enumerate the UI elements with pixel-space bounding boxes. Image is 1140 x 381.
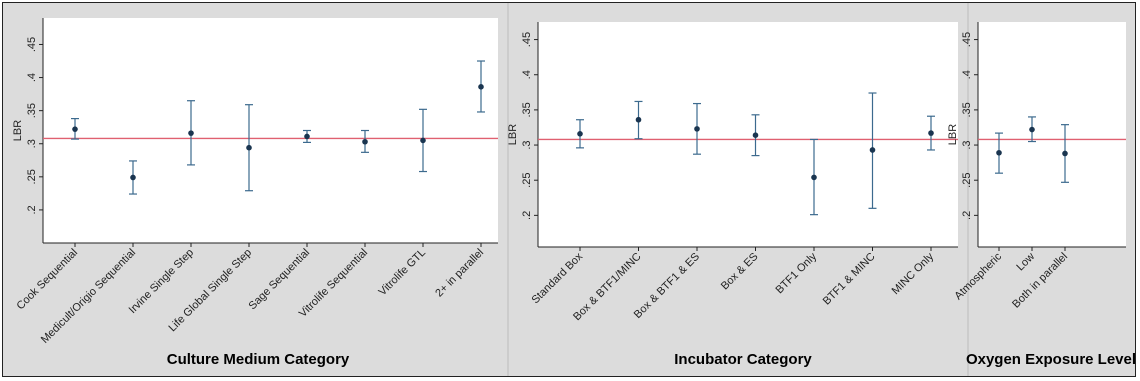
y-tick-label: .4 bbox=[26, 73, 38, 82]
data-point bbox=[130, 174, 136, 181]
y-tick-label: .45 bbox=[961, 32, 973, 47]
data-point bbox=[694, 126, 700, 132]
y-tick-label: .4 bbox=[961, 70, 973, 79]
x-tick-label: Cook Sequential bbox=[15, 247, 81, 313]
data-point bbox=[478, 84, 484, 90]
x-tick-label: Sage Sequential bbox=[247, 247, 313, 313]
x-axis-title: Incubator Category bbox=[674, 351, 812, 368]
plot-area bbox=[978, 22, 1126, 247]
y-tick-label: .2 bbox=[961, 211, 973, 220]
x-tick-label: BTF1 Only bbox=[773, 250, 819, 296]
panel-1: .2 .25 .3 .35 .4 .45 LBR Cook SequentialMedicul… bbox=[12, 3, 509, 376]
data-point bbox=[420, 137, 426, 144]
x-tick-label: Low bbox=[1014, 251, 1037, 274]
data-point bbox=[246, 144, 252, 151]
x-tick-label: Medicult/Origio Sequential bbox=[39, 247, 138, 346]
y-tick-label: .35 bbox=[961, 102, 973, 117]
data-point bbox=[869, 147, 876, 153]
data-point bbox=[188, 130, 194, 136]
y-tick-label: .3 bbox=[961, 140, 973, 149]
data-point bbox=[996, 149, 1002, 156]
y-tick-label: .3 bbox=[521, 140, 533, 149]
data-point bbox=[1062, 150, 1068, 157]
y-tick-label: .2 bbox=[521, 211, 533, 220]
data-point bbox=[362, 138, 368, 145]
plot-area bbox=[43, 18, 498, 243]
y-tick-label: .25 bbox=[521, 173, 533, 188]
y-tick-label: .3 bbox=[26, 139, 38, 148]
data-point bbox=[1029, 126, 1035, 133]
x-tick-label: Standard Box bbox=[530, 250, 586, 306]
figure: .2 .25 .3 .35 .4 .45 LBR Cook Sequential Medicul… bbox=[2, 2, 1136, 377]
x-tick-label: MINC Only bbox=[890, 250, 937, 297]
plot-area bbox=[538, 22, 958, 247]
x-tick-label: Vitrolife GTL bbox=[377, 247, 429, 299]
data-point bbox=[577, 130, 583, 137]
y-tick-label: .25 bbox=[26, 169, 38, 184]
data-point bbox=[635, 116, 642, 123]
y-tick-label: .25 bbox=[961, 173, 973, 188]
data-point bbox=[72, 126, 78, 132]
y-axis-title: LBR bbox=[947, 124, 959, 145]
chart-svg: .2 .25 .3 .35 .4 .45 LBR Cook SequentialMedicul… bbox=[12, 3, 1136, 376]
data-point bbox=[928, 130, 934, 136]
x-tick-label: Box & BTF1 & ES bbox=[632, 251, 702, 321]
y-tick-label: .45 bbox=[26, 37, 38, 52]
x-tick-label: 2+ in parallel bbox=[433, 247, 486, 300]
x-axis-title: Oxygen Exposure Level bbox=[966, 351, 1135, 368]
x-axis-title: Culture Medium Category bbox=[167, 351, 350, 368]
data-point bbox=[304, 133, 310, 140]
y-axis-title: LBR bbox=[507, 124, 519, 145]
y-axis-title: LBR bbox=[12, 120, 24, 141]
y-tick-label: .45 bbox=[521, 32, 533, 47]
data-point bbox=[752, 132, 759, 139]
data-point bbox=[811, 174, 817, 181]
panel-2: .2 .25 .3 .35 .4 .45 LBR Standard Box Box & BTF1… bbox=[507, 3, 969, 376]
y-tick-label: .4 bbox=[521, 70, 533, 79]
y-tick-label: .35 bbox=[26, 103, 38, 118]
x-tick-label: Box & ES bbox=[719, 251, 761, 293]
x-tick-label: BTF1 & MINC bbox=[821, 251, 878, 308]
x-tick-label: Atmospheric bbox=[952, 250, 1004, 302]
y-tick-label: .2 bbox=[26, 205, 38, 214]
y-tick-label: .35 bbox=[521, 102, 533, 117]
